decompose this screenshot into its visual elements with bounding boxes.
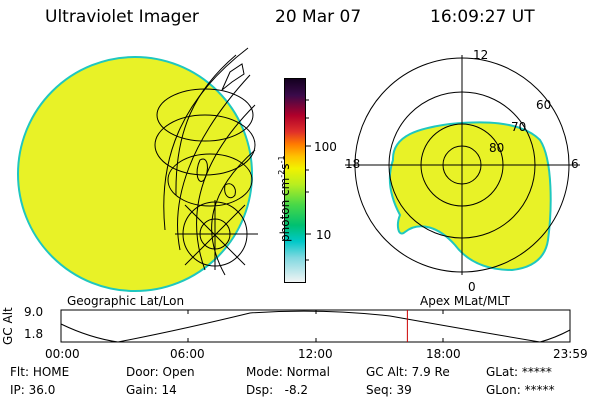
status-door: Door: Open xyxy=(126,365,195,379)
geographic-grid-lines xyxy=(154,47,258,276)
mlt-label-0: 0 xyxy=(468,280,476,294)
status-mode: Mode: Normal xyxy=(246,365,330,379)
timeline-y-top: 9.0 xyxy=(24,305,44,319)
polar-grid xyxy=(345,55,580,275)
timeline-ticks xyxy=(187,310,444,342)
timeline-tick-1800: 18:00 xyxy=(426,347,461,361)
status-gc-alt: GC Alt: 7.9 Re xyxy=(366,365,450,379)
status-flt: Flt: HOME xyxy=(10,365,70,379)
timeline-tick-2359: 23:59 xyxy=(553,347,588,361)
instrument-title: Ultraviolet Imager xyxy=(45,7,199,27)
timeline-y-bottom: 1.8 xyxy=(24,327,44,341)
lat-label-80: 80 xyxy=(489,141,505,155)
right-projection-label: Apex MLat/MLT xyxy=(420,294,510,308)
date-label: 20 Mar 07 xyxy=(275,7,362,27)
gc-altitude-curve xyxy=(60,310,571,343)
lat-label-70: 70 xyxy=(511,120,527,134)
status-ip: IP: 36.0 xyxy=(10,383,56,397)
intensity-colorbar xyxy=(284,78,306,283)
time-label: 16:09:27 UT xyxy=(430,7,535,27)
mlt-label-18: 18 xyxy=(345,157,361,171)
auroral-oval xyxy=(389,121,552,272)
left-projection-label: Geographic Lat/Lon xyxy=(67,294,185,308)
colorbar-tick-10: 10 xyxy=(316,228,332,242)
mlt-label-6: 6 xyxy=(571,157,579,171)
status-dsp: Dsp: -8.2 xyxy=(246,383,309,397)
status-glat: GLat: ***** xyxy=(486,365,552,379)
mlt-label-12: 12 xyxy=(473,48,489,62)
status-seq: Seq: 39 xyxy=(366,383,412,397)
timeline-tick-0000: 00:00 xyxy=(45,347,80,361)
lat-label-60: 60 xyxy=(536,98,552,112)
status-glon: GLon: ***** xyxy=(486,383,555,397)
colorbar-tick-100: 100 xyxy=(314,140,337,154)
timeline-tick-0600: 06:00 xyxy=(170,347,205,361)
timeline-tick-1200: 12:00 xyxy=(298,347,333,361)
status-gain: Gain: 14 xyxy=(126,383,177,397)
